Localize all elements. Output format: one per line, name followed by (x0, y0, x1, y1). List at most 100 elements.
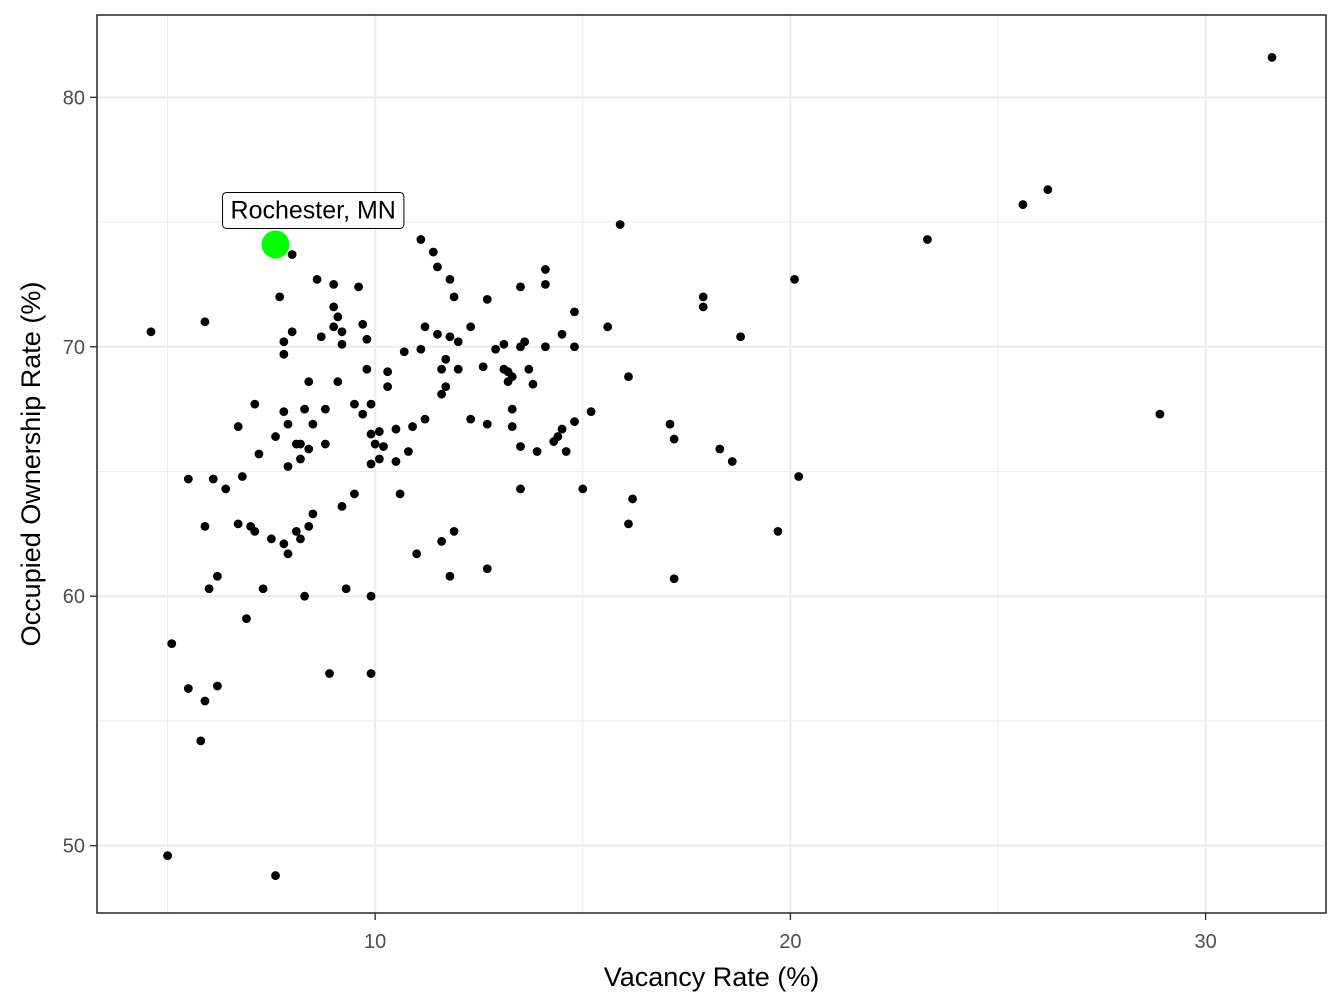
data-point (283, 419, 293, 429)
data-point (715, 444, 725, 454)
data-point (391, 457, 401, 466)
data-point (183, 684, 193, 693)
data-point (624, 519, 633, 529)
data-point (923, 235, 932, 244)
data-point (283, 549, 293, 559)
data-point (516, 484, 525, 494)
data-point (333, 312, 343, 322)
data-point (428, 247, 438, 257)
data-point (520, 337, 530, 347)
data-point (541, 265, 550, 274)
data-point (773, 526, 783, 536)
data-point (163, 851, 172, 861)
data-point (624, 372, 633, 382)
data-point (603, 322, 613, 332)
data-point (329, 322, 339, 332)
data-point (366, 591, 376, 601)
data-point (524, 364, 534, 374)
data-point (445, 571, 455, 581)
data-point (320, 404, 330, 414)
data-point (362, 364, 372, 374)
highlight-callout: Rochester, MN (222, 191, 405, 229)
data-point (379, 442, 388, 451)
data-point (416, 235, 426, 244)
data-point (478, 362, 488, 372)
data-point (528, 379, 538, 389)
data-point (279, 539, 289, 549)
data-point (615, 220, 625, 229)
data-point (196, 736, 206, 746)
data-point (507, 404, 517, 414)
data-point (586, 407, 596, 417)
data-point (449, 526, 459, 536)
data-point (208, 474, 218, 484)
y-tick-label: 50 (63, 836, 85, 858)
data-point (366, 669, 376, 678)
data-point (727, 457, 737, 466)
data-point (279, 407, 289, 417)
y-axis-title: Occupied Ownership Rate (%) (16, 282, 46, 647)
data-point (445, 275, 455, 284)
data-point (167, 639, 177, 648)
data-point (399, 347, 409, 357)
x-tick-label: 10 (364, 931, 386, 953)
data-point (437, 536, 447, 546)
data-point (370, 439, 380, 449)
data-point (1018, 200, 1028, 209)
data-point (271, 432, 280, 441)
data-point (200, 696, 210, 706)
data-point (258, 584, 268, 594)
data-point (541, 280, 550, 289)
data-point (304, 444, 314, 454)
data-point (466, 414, 476, 424)
data-point (329, 302, 339, 312)
data-point (570, 307, 579, 317)
data-point (491, 344, 500, 354)
data-point (433, 329, 442, 339)
y-tick-label: 60 (63, 586, 85, 608)
y-tick-label: 80 (63, 87, 85, 109)
data-point (279, 337, 289, 347)
data-points (146, 53, 1277, 880)
data-point (445, 332, 455, 342)
data-point (404, 447, 413, 456)
data-point (146, 327, 156, 337)
data-point (507, 372, 517, 382)
data-point (341, 584, 351, 594)
data-point (669, 574, 679, 584)
data-point (420, 414, 430, 424)
data-point (250, 399, 260, 409)
data-point (420, 322, 430, 332)
data-point (532, 447, 542, 456)
data-point (790, 275, 799, 284)
data-point (794, 472, 804, 481)
data-point (441, 382, 451, 392)
data-point (287, 327, 297, 337)
data-point (570, 342, 579, 352)
x-tick-label: 20 (779, 931, 801, 953)
highlight-point (261, 230, 290, 259)
data-point (333, 377, 343, 387)
data-point (308, 419, 318, 429)
data-point (279, 349, 289, 359)
data-point (233, 519, 243, 529)
data-point (433, 262, 442, 272)
data-point (412, 549, 422, 559)
data-point (304, 521, 314, 531)
x-axis-title: Vacancy Rate (%) (604, 962, 820, 992)
data-point (383, 367, 393, 377)
data-point (221, 484, 231, 494)
data-point (296, 439, 305, 449)
x-tick-label: 30 (1194, 931, 1216, 953)
panel-border (96, 14, 1327, 914)
axes: 10 20 30 50 60 70 80 (63, 87, 1217, 953)
data-point (316, 332, 326, 342)
data-point (204, 584, 214, 594)
data-point (453, 364, 463, 374)
data-point (200, 521, 210, 531)
data-point (1043, 185, 1053, 195)
data-point (453, 337, 463, 347)
data-point (541, 342, 550, 352)
data-point (482, 294, 492, 304)
